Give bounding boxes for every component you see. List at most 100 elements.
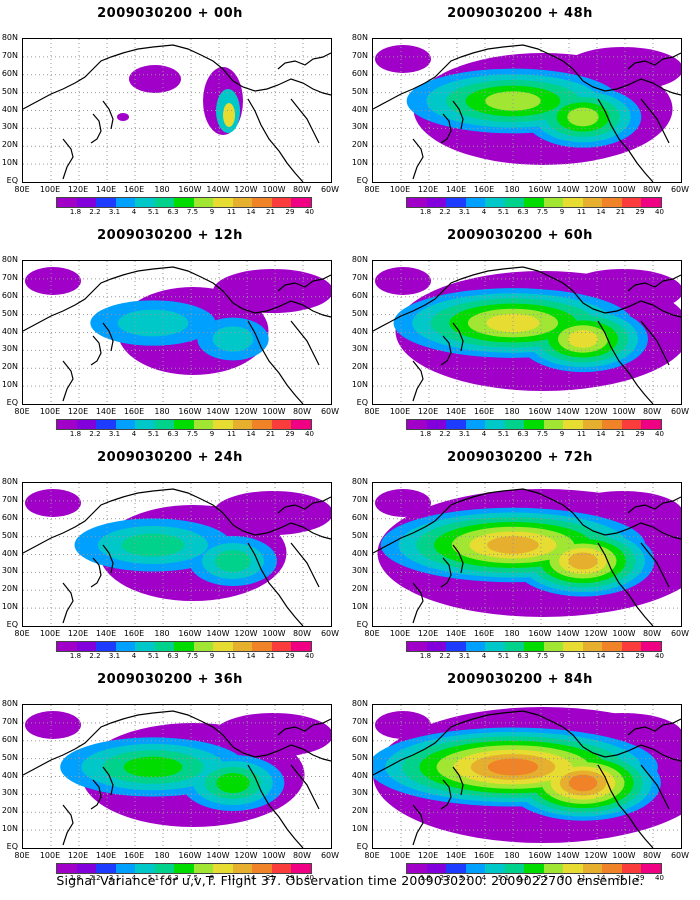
- colorbar: [406, 863, 662, 874]
- colorbar-swatch: [271, 198, 291, 207]
- lat-tick-label: 10N: [351, 602, 368, 612]
- colorbar-label: 1.8: [419, 208, 432, 216]
- colorbar-label: 6.3: [167, 208, 179, 216]
- lon-tick-label: 140W: [556, 407, 580, 416]
- colorbar-swatch: [174, 642, 194, 651]
- colorbar-swatch: [291, 864, 311, 873]
- panel-title: 2009030200 + 12h: [97, 228, 243, 243]
- map-area: [372, 704, 682, 849]
- colorbar-swatch: [193, 864, 213, 873]
- colorbar-label: 6.3: [167, 430, 179, 438]
- lat-tick-label: 60N: [1, 68, 18, 78]
- colorbar-swatch: [465, 642, 485, 651]
- lat-tick-label: 70N: [1, 494, 18, 504]
- colorbar-label: 1.8: [419, 874, 432, 882]
- colorbar-label: 29: [635, 652, 645, 660]
- colorbar-swatch: [193, 642, 213, 651]
- coastline: [232, 300, 331, 318]
- colorbar-swatch: [213, 198, 233, 207]
- colorbar-swatch: [252, 642, 272, 651]
- colorbar-label: 29: [285, 430, 295, 438]
- coastline: [597, 320, 654, 404]
- colorbar-swatch: [582, 420, 602, 429]
- lon-tick-label: 120E: [67, 185, 89, 194]
- signal-field: [375, 45, 431, 73]
- coastline: [102, 322, 114, 352]
- lon-axis: 80E 100E 120E 140E 160E 180 160W 140W 120W 100W 80…: [14, 185, 339, 195]
- coastline: [373, 44, 584, 110]
- colorbar-label: 6.3: [517, 874, 529, 882]
- coastline: [640, 764, 670, 810]
- colorbar-label: 4: [481, 430, 487, 438]
- lon-tick-label: 60W: [320, 407, 340, 416]
- lon-axis: 80E 100E 120E 140E 160E 180 160W 140W 120W 100W 80…: [14, 407, 339, 417]
- signal-field: [123, 756, 183, 778]
- lat-tick-label: 10N: [1, 824, 18, 834]
- colorbar-label: 40: [305, 208, 314, 216]
- colorbar-swatch: [563, 642, 583, 651]
- colorbar: [406, 419, 662, 430]
- lat-tick-label: 20N: [351, 584, 368, 594]
- lon-tick-label: 80W: [292, 407, 312, 416]
- colorbar-swatch: [271, 420, 291, 429]
- signal-field: [375, 267, 431, 295]
- coastline: [412, 360, 424, 402]
- colorbar-label: 7.5: [536, 652, 549, 660]
- colorbar-label: 2.2: [439, 430, 451, 438]
- coastline: [277, 52, 331, 70]
- coastline: [440, 779, 452, 810]
- signal-field: [567, 107, 599, 127]
- lon-tick-label: 120W: [234, 407, 258, 416]
- colorbar-label: 9: [559, 652, 565, 660]
- colorbar-swatch: [291, 198, 311, 207]
- coastline: [412, 582, 424, 624]
- colorbar-swatch: [582, 642, 602, 651]
- colorbar-label: 3.1: [108, 874, 121, 882]
- colorbar-label: 7.5: [186, 430, 199, 438]
- lon-tick-label: 180: [504, 629, 520, 638]
- lon-tick-label: 160E: [123, 629, 145, 638]
- colorbar-label: 9: [559, 208, 565, 216]
- colorbar-swatch: [76, 198, 96, 207]
- lon-axis: 80E 100E 120E 140E 160E 180 160W 140W 120W 100W 80…: [364, 407, 689, 417]
- colorbar-swatch: [602, 864, 622, 873]
- colorbar-swatch: [563, 198, 583, 207]
- lon-tick-label: 100W: [262, 629, 286, 638]
- lon-tick-label: 140W: [206, 185, 230, 194]
- colorbar-swatch: [57, 420, 77, 429]
- coastline: [597, 542, 654, 626]
- colorbar-swatch: [252, 420, 272, 429]
- colorbar-label: 29: [285, 652, 295, 660]
- lon-tick-label: 160E: [473, 185, 495, 194]
- colorbar-swatch: [193, 420, 213, 429]
- lat-tick-label: 50N: [351, 308, 368, 318]
- lat-tick-label: 40N: [1, 326, 18, 336]
- lat-tick-label: EQ: [356, 398, 368, 407]
- coastline: [452, 766, 464, 796]
- lon-tick-label: 60W: [320, 185, 340, 194]
- colorbar-swatch: [135, 198, 155, 207]
- colorbar-swatch: [621, 864, 641, 873]
- lon-axis: 80E 100E 120E 140E 160E 180 160W 140W 120W 100W 80…: [364, 629, 689, 639]
- colorbar-swatch: [426, 420, 446, 429]
- coastline: [232, 78, 331, 96]
- colorbar-swatch: [524, 198, 544, 207]
- signal-field: [213, 269, 331, 313]
- map-panel: 2009030200 + 24h 80N 70N 60N 50N 40N 30N 20N 10N…: [0, 444, 340, 664]
- colorbar: [406, 641, 662, 652]
- coastline: [373, 710, 584, 776]
- colorbar-label: 14: [246, 208, 256, 216]
- colorbar-swatch: [485, 642, 505, 651]
- coastline: [412, 138, 424, 180]
- colorbar-label: 6.3: [167, 874, 179, 882]
- colorbar-swatch: [543, 198, 563, 207]
- lon-tick-label: 120W: [584, 851, 608, 860]
- colorbar-label: 2.2: [439, 874, 451, 882]
- colorbar-label: 6.3: [517, 652, 529, 660]
- lon-tick-label: 160W: [528, 185, 552, 194]
- lat-tick-label: 30N: [351, 566, 368, 576]
- signal-field: [568, 774, 598, 792]
- colorbar-swatch: [582, 198, 602, 207]
- colorbar-label: 5.1: [497, 430, 510, 438]
- colorbar-swatch: [76, 642, 96, 651]
